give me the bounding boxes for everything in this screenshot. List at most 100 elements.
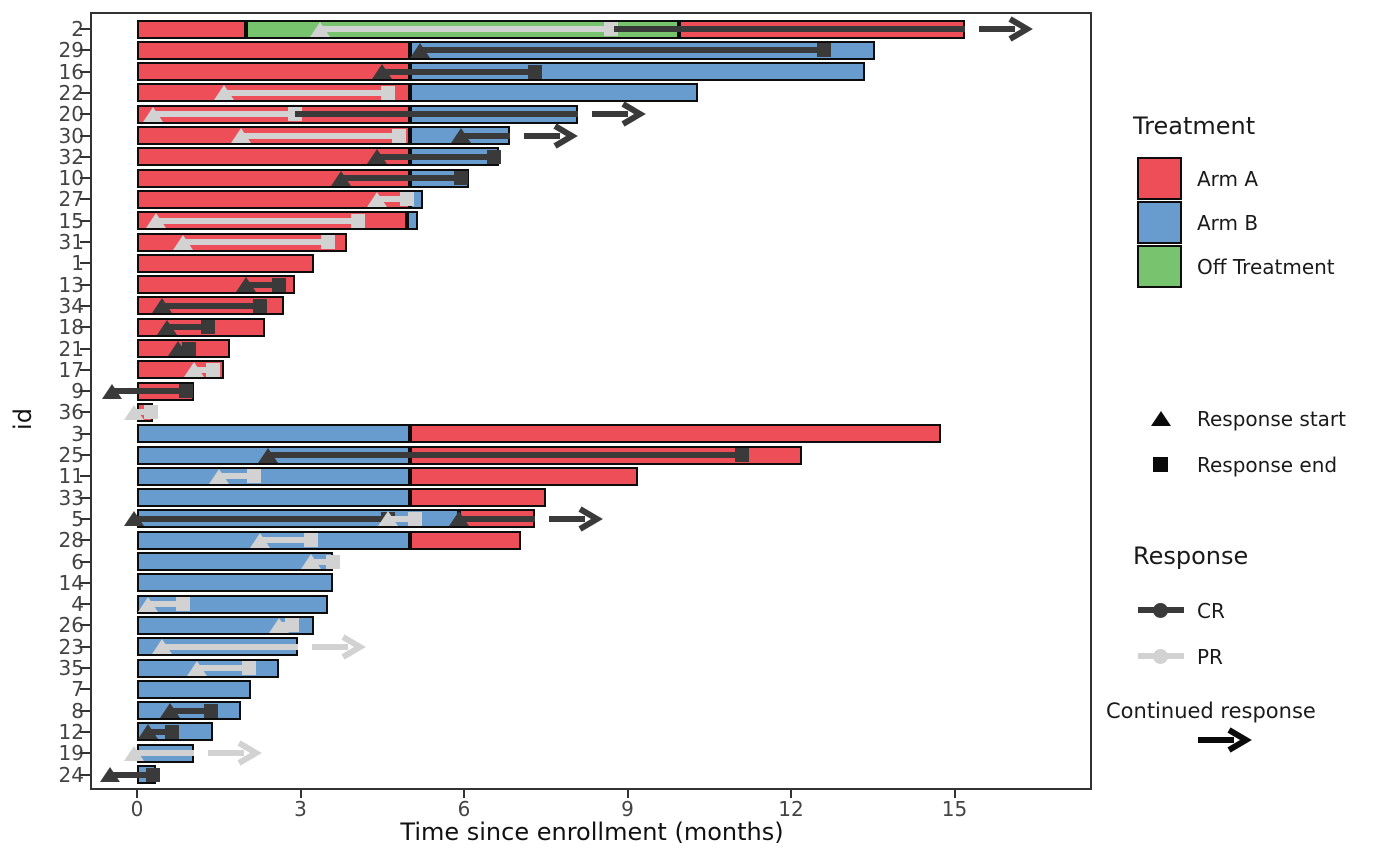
response-line bbox=[156, 217, 358, 224]
y-tick-label: 15 bbox=[58, 208, 84, 233]
y-tick-label: 20 bbox=[58, 102, 84, 127]
response-line bbox=[240, 132, 399, 139]
response-line bbox=[246, 281, 279, 288]
y-tick-mark bbox=[80, 304, 90, 307]
continued-response-arrow bbox=[592, 101, 647, 127]
response-line bbox=[169, 707, 211, 714]
y-tick-mark bbox=[80, 283, 90, 286]
response-line bbox=[147, 728, 173, 735]
x-tick-label: 9 bbox=[621, 797, 634, 821]
response-end-marker bbox=[380, 85, 395, 100]
y-tick-mark bbox=[80, 603, 90, 606]
response-line bbox=[183, 239, 328, 245]
response-end-marker bbox=[399, 192, 414, 207]
y-tick-label: 3 bbox=[71, 421, 84, 446]
response-line bbox=[341, 175, 462, 182]
legend-response-title: Response bbox=[1133, 542, 1249, 570]
response-start-marker bbox=[137, 724, 158, 740]
y-tick-label: 5 bbox=[71, 506, 84, 531]
response-end-marker bbox=[734, 448, 749, 462]
response-line bbox=[134, 515, 388, 522]
x-tick-mark bbox=[463, 790, 465, 798]
off-treatment-swatch-icon bbox=[1137, 245, 1182, 288]
response-start-marker bbox=[410, 42, 431, 58]
response-start-marker bbox=[366, 149, 387, 165]
response-end-marker bbox=[247, 469, 262, 484]
response-line bbox=[166, 324, 208, 331]
y-tick-label: 13 bbox=[58, 272, 84, 297]
response-end-marker bbox=[176, 597, 191, 612]
y-tick-mark bbox=[80, 262, 90, 265]
continued-response-arrow bbox=[524, 122, 579, 149]
y-tick-label: 12 bbox=[58, 719, 84, 744]
y-tick-label: 23 bbox=[58, 634, 84, 659]
y-tick-mark bbox=[80, 475, 90, 478]
x-tick-mark bbox=[790, 790, 792, 798]
treatment-bar-segment bbox=[137, 488, 410, 508]
arm-b-swatch-icon bbox=[1137, 201, 1182, 244]
legend-label-response-start: Response start bbox=[1197, 407, 1346, 431]
response-start-marker bbox=[137, 596, 158, 612]
response-start-marker bbox=[268, 617, 289, 633]
response-end-marker bbox=[816, 43, 831, 58]
y-tick-label: 6 bbox=[71, 549, 84, 574]
y-tick-label: 14 bbox=[58, 570, 84, 595]
response-line bbox=[134, 750, 195, 757]
continued-response-arrow-icon bbox=[1198, 727, 1252, 753]
response-start-marker bbox=[249, 532, 270, 548]
response-start-marker bbox=[331, 170, 352, 186]
treatment-bar-segment bbox=[409, 488, 546, 508]
response-line bbox=[161, 302, 260, 309]
response-line bbox=[153, 111, 296, 118]
y-tick-mark bbox=[80, 432, 90, 435]
response-line bbox=[147, 601, 184, 608]
y-tick-label: 9 bbox=[71, 379, 84, 404]
response-end-marker bbox=[203, 703, 218, 718]
continued-response-arrow bbox=[548, 506, 603, 532]
treatment-bar-segment bbox=[137, 19, 246, 39]
treatment-bar-segment bbox=[409, 530, 522, 550]
y-tick-label: 2 bbox=[71, 17, 84, 41]
response-start-marker bbox=[151, 639, 172, 655]
y-tick-label: 24 bbox=[58, 762, 84, 787]
treatment-bar-segment bbox=[137, 40, 410, 60]
response-start-marker bbox=[208, 468, 229, 484]
y-tick-label: 8 bbox=[71, 698, 84, 723]
x-tick-label: 0 bbox=[130, 797, 144, 821]
y-tick-label: 17 bbox=[58, 357, 84, 382]
response-start-marker bbox=[151, 298, 172, 314]
y-tick-mark bbox=[80, 517, 90, 520]
y-tick-label: 29 bbox=[58, 38, 84, 63]
y-tick-mark bbox=[80, 49, 90, 52]
x-tick-label: 12 bbox=[778, 797, 804, 821]
response-end-marker bbox=[165, 724, 180, 739]
response-line bbox=[461, 132, 511, 139]
response-line bbox=[319, 26, 612, 32]
y-tick-mark bbox=[80, 28, 90, 30]
y-tick-label: 19 bbox=[58, 741, 84, 766]
response-start-marker bbox=[156, 319, 177, 335]
y-tick-label: 25 bbox=[58, 443, 84, 467]
y-tick-mark bbox=[80, 752, 90, 755]
continued-response-arrow bbox=[208, 740, 263, 766]
y-tick-mark bbox=[80, 496, 90, 499]
y-tick-mark bbox=[80, 390, 90, 393]
response-start-marker bbox=[159, 703, 180, 719]
y-tick-label: 1 bbox=[71, 251, 84, 276]
legend-label-arm-b: Arm B bbox=[1197, 211, 1259, 235]
legend-label-pr: PR bbox=[1197, 645, 1223, 669]
response-start-marker bbox=[102, 383, 123, 399]
response-end-marker bbox=[181, 341, 196, 356]
response-end-marker bbox=[146, 767, 161, 782]
response-end-marker bbox=[391, 128, 406, 143]
x-tick-mark bbox=[299, 790, 302, 798]
response-line bbox=[382, 68, 535, 75]
x-tick-label: 15 bbox=[941, 797, 968, 821]
arm-a-swatch-icon bbox=[1137, 157, 1182, 200]
y-tick-label: 32 bbox=[58, 144, 84, 169]
response-line bbox=[420, 47, 824, 54]
response-end-marker bbox=[143, 405, 158, 420]
x-tick-mark bbox=[953, 790, 956, 798]
response-end-marker bbox=[527, 64, 542, 79]
